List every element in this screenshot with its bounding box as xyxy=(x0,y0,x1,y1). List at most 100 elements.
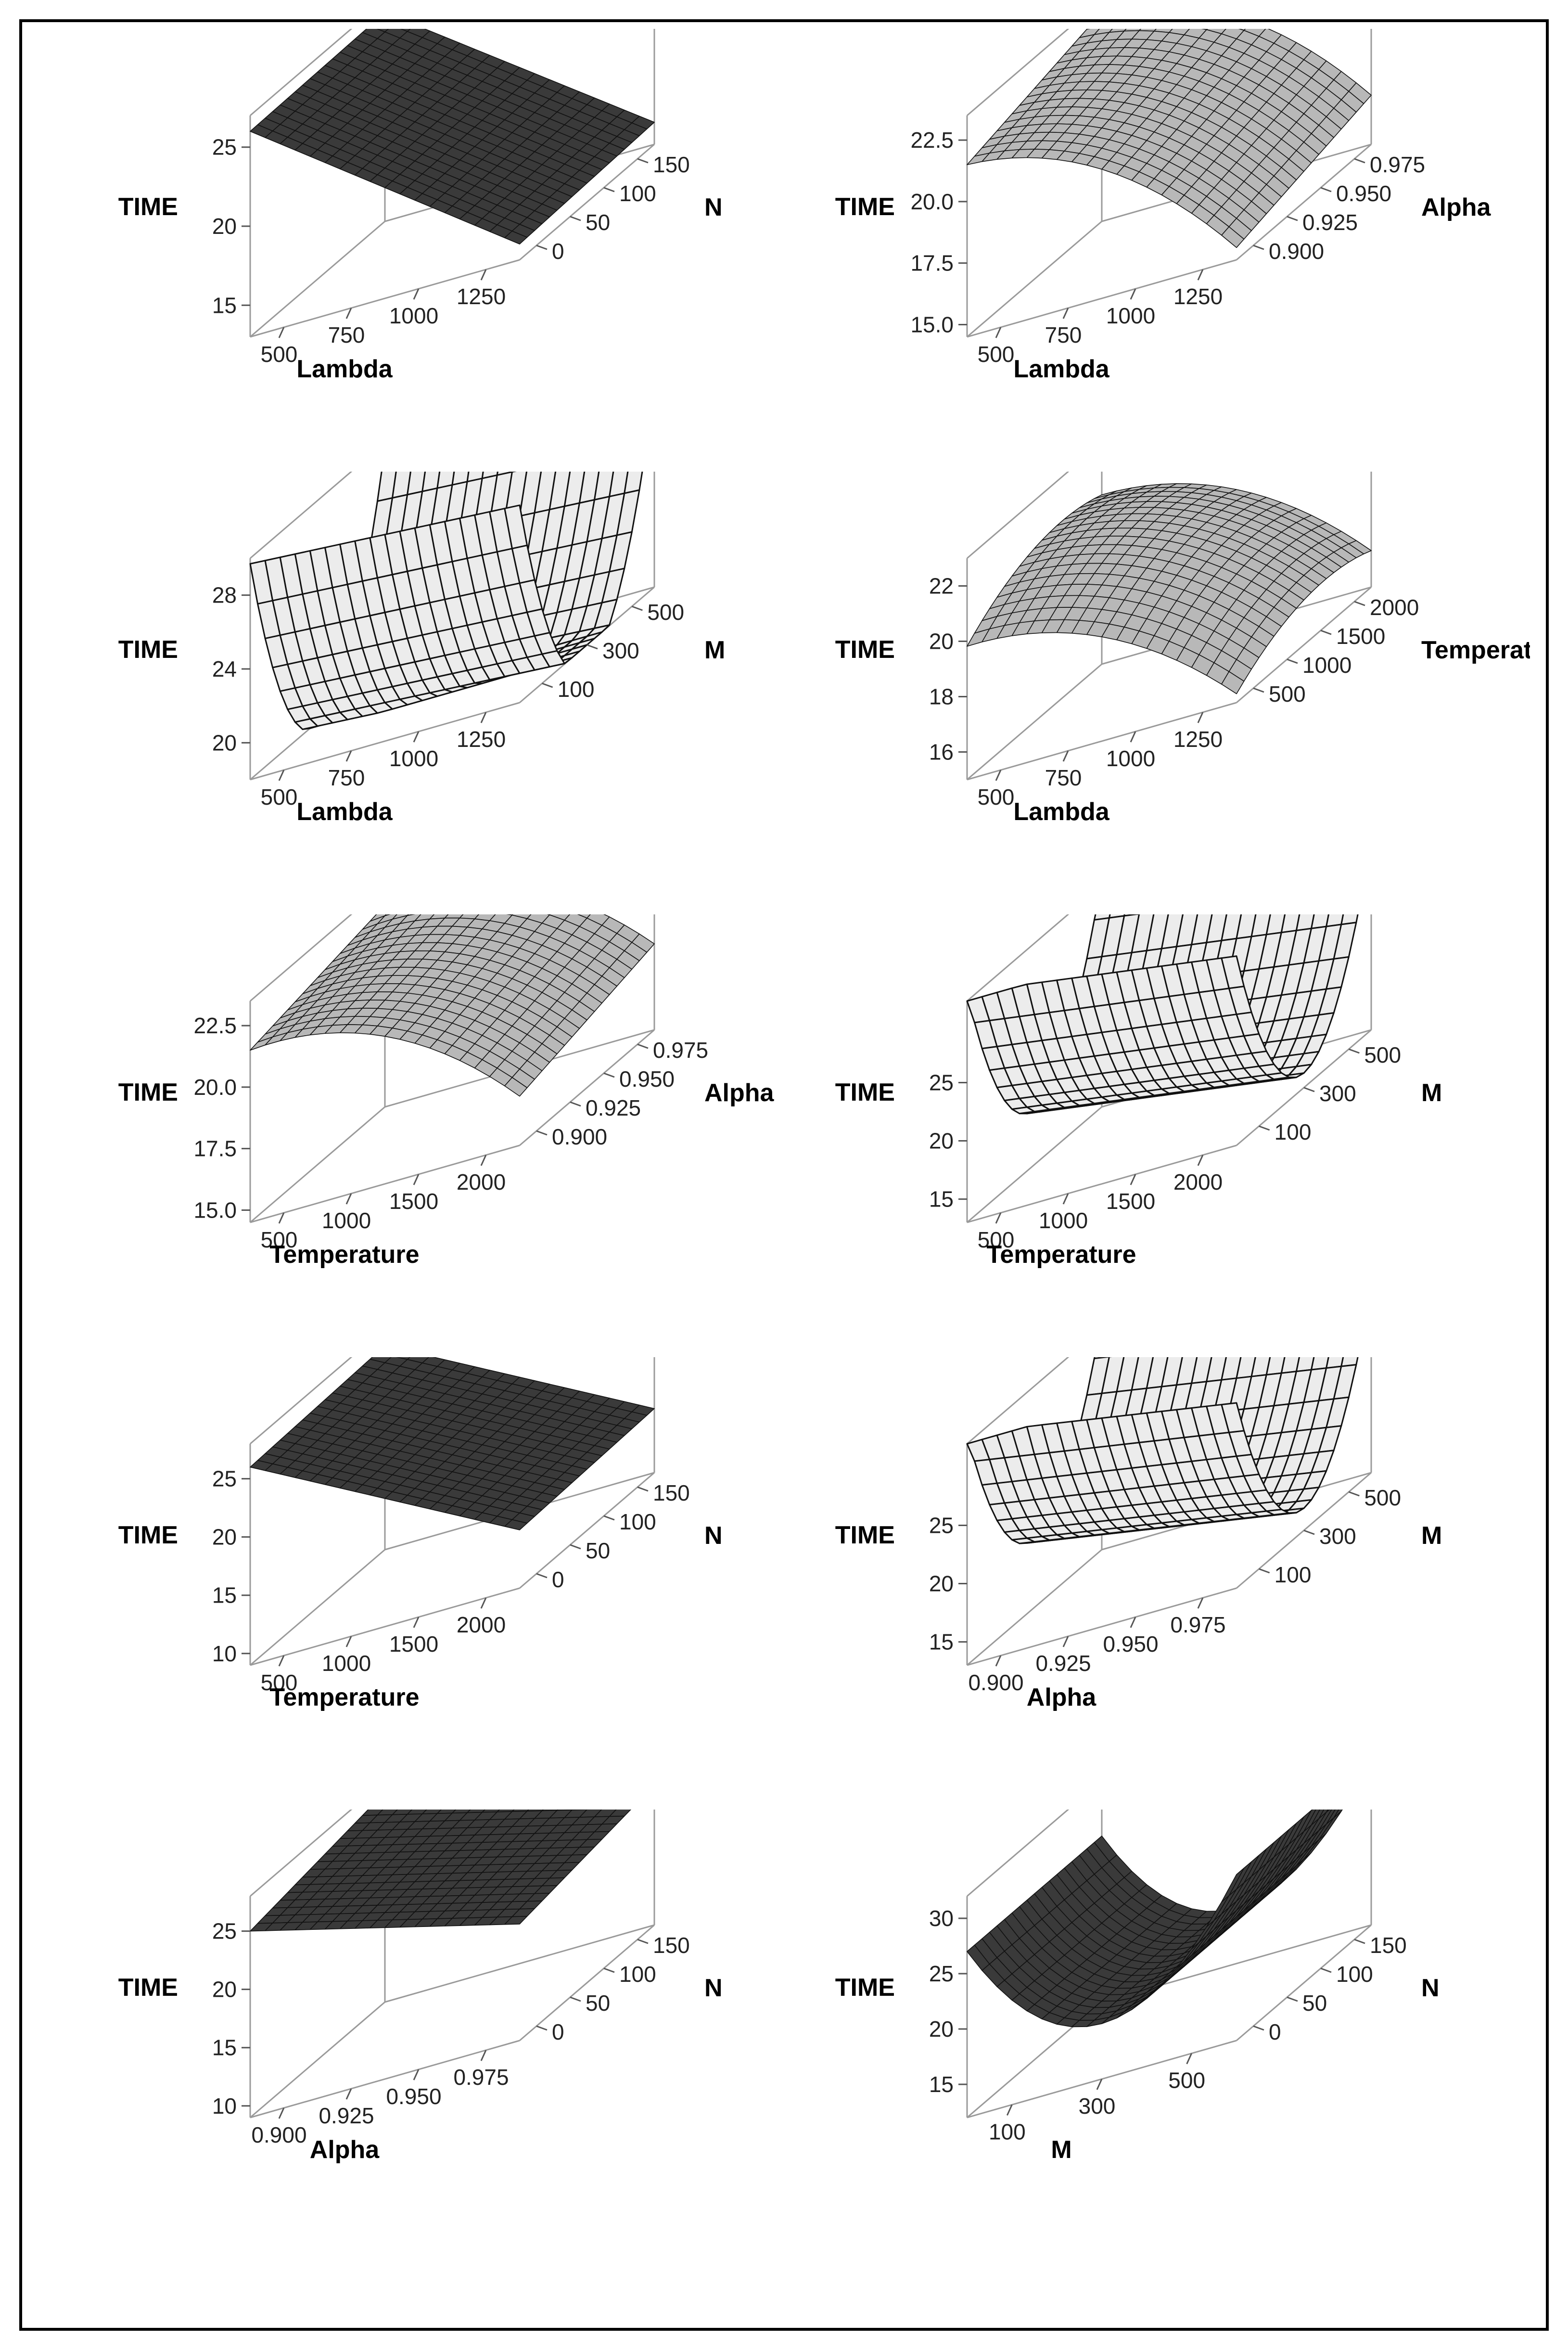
y-tick-mark xyxy=(536,2025,548,2031)
y-tick-label: 300 xyxy=(602,638,639,663)
axis-box-edge xyxy=(250,220,385,338)
axis-box-edge xyxy=(250,1810,353,1897)
x-tick-label: 500 xyxy=(1168,2068,1205,2093)
z-tick-label: 20.0 xyxy=(193,1075,237,1100)
y-tick-label: 500 xyxy=(647,600,684,625)
y-tick-label: 100 xyxy=(619,181,656,206)
y-tick-mark xyxy=(1253,244,1264,250)
x-tick-label: 0.975 xyxy=(1170,1612,1225,1637)
x-tick-mark xyxy=(1006,2104,1013,2116)
y-tick-mark xyxy=(1348,1048,1360,1054)
surface-mesh-cell xyxy=(504,1916,528,1925)
x-tick-label: 0.950 xyxy=(1103,1631,1158,1657)
y-tick-mark xyxy=(1287,1996,1298,2002)
surface-plot-svg: 15.0 17.5 20.0 22.5 500 750 1000 1250 0.900 0.925… xyxy=(835,29,1492,383)
y-tick-mark xyxy=(570,1996,581,2002)
y-tick-label: 150 xyxy=(653,152,690,177)
z-tick-label: 15.0 xyxy=(910,312,954,337)
x-axis-title: Lambda xyxy=(1013,355,1109,383)
x-axis-title: Lambda xyxy=(1013,798,1109,826)
x-tick-label: 1250 xyxy=(457,284,506,309)
surface-plot-panel: 15 20 25 0.900 0.925 0.950 0.975 100 300 500 TIME A… xyxy=(789,1357,1530,1810)
x-tick-label: 500 xyxy=(978,784,1015,809)
y-tick-mark xyxy=(637,1939,649,1944)
x-tick-label: 1000 xyxy=(1106,746,1155,771)
x-tick-mark xyxy=(1096,2079,1103,2090)
surface-plot-panel: 15.0 17.5 20.0 22.5 500 1000 1500 2000 0.900 0.92… xyxy=(72,914,813,1367)
x-tick-label: 1000 xyxy=(322,1208,371,1233)
z-tick-label: 25 xyxy=(929,1513,954,1538)
surface-plot-svg: 16 18 20 22 500 750 1000 1250 500 1000 1500 2000 TIM… xyxy=(835,472,1530,826)
axis-box-edge xyxy=(967,663,1102,781)
axis-box-edge xyxy=(1236,586,1372,704)
surface-mesh-cell xyxy=(1221,226,1245,248)
x-tick-mark xyxy=(413,288,420,300)
z-tick-label: 20 xyxy=(212,1977,237,2002)
y-axis-title: N xyxy=(1421,1974,1440,2002)
surface-mesh-cell xyxy=(504,504,528,550)
surface-plot-svg: 10 15 20 25 500 1000 1500 2000 0 50 100 150 TIME Temp… xyxy=(118,1357,723,1711)
y-tick-mark xyxy=(637,1486,649,1492)
y-tick-mark xyxy=(1253,687,1264,693)
z-tick-label: 15 xyxy=(212,1583,237,1608)
x-axis-title: M xyxy=(1051,2136,1071,2164)
y-tick-mark xyxy=(603,1072,615,1078)
x-tick-label: 1500 xyxy=(389,1189,438,1214)
surface-mesh-cell xyxy=(1221,671,1245,694)
x-tick-mark xyxy=(278,327,285,338)
y-tick-label: 100 xyxy=(1275,1119,1312,1144)
z-axis-title: TIME xyxy=(118,1521,178,1549)
x-tick-label: 500 xyxy=(978,342,1015,367)
axis-box-edge xyxy=(250,2040,520,2119)
x-tick-label: 1500 xyxy=(1106,1189,1155,1214)
axis-box-edge xyxy=(250,259,520,338)
x-axis-title: Lambda xyxy=(296,355,393,383)
surface-mesh-cell xyxy=(1318,1810,1328,1819)
y-tick-label: 300 xyxy=(1319,1081,1356,1106)
x-axis-title: Lambda xyxy=(296,798,393,826)
y-tick-mark xyxy=(1287,658,1298,664)
axis-box-edge xyxy=(250,29,353,116)
y-tick-mark xyxy=(1354,158,1365,164)
x-tick-mark xyxy=(480,712,487,723)
axis-box-edge xyxy=(967,702,1237,781)
x-tick-mark xyxy=(1130,1174,1136,1185)
y-axis-title: Alpha xyxy=(1421,193,1492,221)
surface-mesh-cell xyxy=(504,1519,528,1530)
x-tick-mark xyxy=(1062,308,1069,319)
z-axis-title: TIME xyxy=(835,193,895,221)
z-tick-label: 20 xyxy=(212,214,237,239)
y-tick-mark xyxy=(1303,1087,1315,1092)
axis-box-edge xyxy=(967,1810,1070,1897)
x-tick-label: 0.950 xyxy=(386,2084,441,2109)
surface-plot-panel: 15 20 25 30 100 300 500 0 50 100 150 TIME M N xyxy=(789,1810,1530,2262)
x-tick-mark xyxy=(413,1617,420,1628)
x-tick-label: 0.975 xyxy=(453,2065,509,2090)
x-tick-mark xyxy=(1197,269,1204,281)
x-tick-mark xyxy=(480,2050,487,2061)
x-tick-mark xyxy=(345,1636,352,1647)
y-tick-label: 0.900 xyxy=(1269,239,1324,264)
y-tick-mark xyxy=(603,1515,615,1521)
y-tick-label: 0.925 xyxy=(1302,210,1358,235)
y-tick-label: 0.925 xyxy=(586,1095,641,1120)
z-tick-label: 15 xyxy=(929,1187,954,1212)
x-tick-label: 500 xyxy=(261,1227,298,1252)
z-tick-label: 10 xyxy=(212,1641,237,1666)
z-tick-label: 17.5 xyxy=(910,251,954,276)
y-tick-mark xyxy=(570,216,581,221)
x-tick-label: 100 xyxy=(989,2119,1026,2144)
y-tick-label: 0 xyxy=(552,1567,564,1592)
y-tick-label: 0.950 xyxy=(1336,181,1391,206)
figure-frame xyxy=(19,19,1549,2331)
z-tick-label: 15 xyxy=(212,293,237,318)
x-tick-mark xyxy=(995,1655,1002,1667)
y-tick-mark xyxy=(1320,1967,1332,1973)
surface-mesh-cell xyxy=(624,472,643,494)
y-tick-mark xyxy=(603,187,615,193)
y-tick-label: 0.900 xyxy=(552,1124,607,1149)
x-tick-mark xyxy=(995,327,1002,338)
surface-mesh-cell xyxy=(1221,1867,1245,1902)
x-axis-title: Alpha xyxy=(310,2136,380,2164)
x-tick-label: 500 xyxy=(261,1670,298,1695)
